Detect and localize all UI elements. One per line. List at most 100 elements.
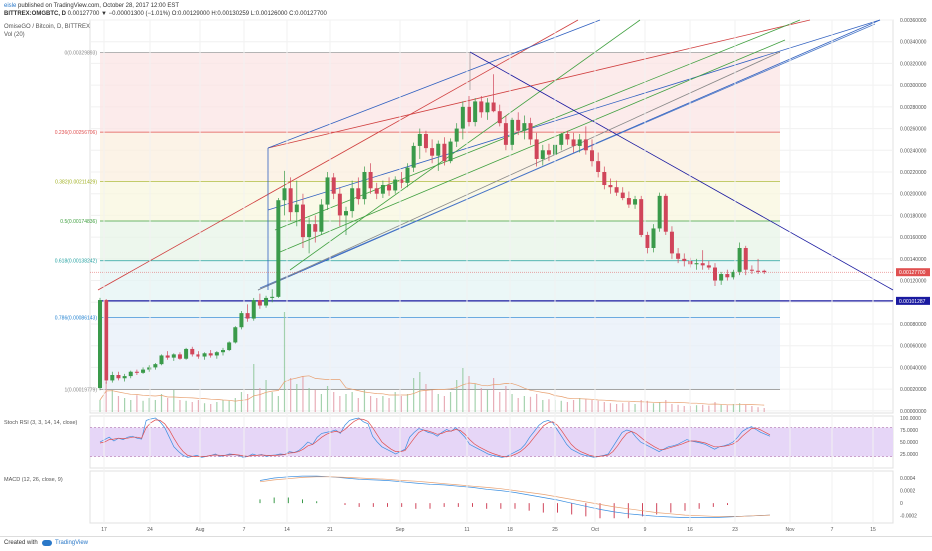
stoch-band bbox=[90, 427, 893, 457]
candle bbox=[307, 217, 312, 254]
candle-body bbox=[300, 204, 305, 238]
candle-body bbox=[608, 185, 613, 188]
candle bbox=[319, 199, 324, 235]
volume-bar bbox=[622, 403, 624, 412]
candle-body bbox=[626, 198, 631, 205]
volume-bar bbox=[234, 398, 236, 412]
candle-body bbox=[270, 296, 275, 298]
candle-body bbox=[565, 133, 570, 140]
price-tick-label: 0.00280000 bbox=[900, 105, 927, 111]
candle-body bbox=[122, 376, 127, 379]
candle-body bbox=[651, 228, 656, 248]
candle-body bbox=[430, 148, 435, 156]
candle bbox=[651, 224, 656, 253]
candle bbox=[620, 187, 625, 201]
volume-bar bbox=[277, 396, 279, 412]
volume-bar bbox=[413, 378, 415, 412]
candle bbox=[571, 132, 576, 153]
macd-tick-label: 0.0004 bbox=[900, 476, 916, 482]
publisher-user[interactable]: eisle bbox=[4, 3, 17, 9]
candle bbox=[756, 258, 761, 275]
candle bbox=[497, 104, 502, 127]
candle bbox=[430, 139, 435, 164]
candle bbox=[473, 98, 478, 127]
volume-bar bbox=[665, 400, 667, 412]
x-tick-label: 23 bbox=[732, 527, 738, 533]
volume-bar bbox=[603, 402, 605, 412]
candle-body bbox=[337, 193, 342, 216]
candle-body bbox=[221, 350, 225, 353]
volume-bar bbox=[99, 400, 101, 412]
volume-bar bbox=[517, 398, 519, 412]
price-tick-label: 0.00220000 bbox=[900, 170, 927, 176]
fib-level-label: 0.382(0.00211429) bbox=[55, 179, 97, 185]
volume-bar bbox=[185, 400, 187, 412]
candle-body bbox=[497, 111, 502, 124]
created-with-text: Created with bbox=[4, 540, 38, 546]
stoch-tick-label: 50.0000 bbox=[900, 440, 918, 446]
candle-body bbox=[380, 185, 385, 194]
candle-body bbox=[473, 101, 478, 123]
candle-body bbox=[325, 177, 330, 205]
candle-body bbox=[479, 101, 484, 113]
volume-bar bbox=[136, 395, 138, 412]
volume-bar bbox=[216, 402, 218, 412]
x-tick-label: 15 bbox=[870, 527, 876, 533]
candle-body bbox=[116, 375, 121, 379]
candle-body bbox=[596, 161, 601, 172]
candle-body bbox=[485, 102, 490, 113]
candle-body bbox=[128, 371, 133, 377]
fib-level-label: 0.236(0.00256706) bbox=[55, 130, 98, 136]
volume-bar bbox=[203, 403, 206, 412]
candle bbox=[682, 253, 687, 267]
candle bbox=[331, 173, 336, 200]
volume-bar bbox=[124, 398, 126, 412]
volume-bar bbox=[566, 402, 568, 412]
candle-body bbox=[294, 204, 299, 213]
candle-body bbox=[423, 133, 428, 149]
volume-bar bbox=[739, 403, 741, 412]
candle bbox=[608, 178, 613, 194]
volume-bar bbox=[363, 390, 366, 412]
support-price-label: 0.00101287 bbox=[899, 299, 926, 305]
tradingview-brand[interactable]: TradingView bbox=[55, 540, 89, 546]
candle bbox=[602, 166, 607, 190]
candle-body bbox=[214, 352, 219, 356]
volume-bar bbox=[560, 400, 562, 412]
volume-bar bbox=[529, 396, 532, 412]
candle-body bbox=[448, 141, 453, 162]
candle bbox=[762, 269, 767, 275]
candle bbox=[669, 226, 674, 259]
stoch-tick-label: 100.0000 bbox=[900, 416, 921, 422]
candle bbox=[147, 365, 152, 372]
candle-body bbox=[725, 274, 730, 278]
fib-level-label: 0.786(0.00086143) bbox=[55, 315, 98, 321]
chart-title: OmiseGO / Bitcoin, D, BITTREX bbox=[4, 24, 91, 30]
candle bbox=[510, 117, 515, 151]
current-price-box bbox=[896, 268, 930, 277]
candle bbox=[374, 182, 379, 200]
candle bbox=[676, 247, 681, 264]
price-chart[interactable]: 0.00360000 0.00340000 0.00320000 0.00300000… bbox=[0, 0, 932, 536]
volume-bar bbox=[542, 400, 544, 412]
volume-bar bbox=[357, 398, 359, 412]
candle bbox=[294, 180, 299, 227]
candle-body bbox=[676, 253, 681, 259]
fib-level-label: 0(0.00329893) bbox=[64, 51, 97, 57]
trend-line bbox=[97, 19, 579, 291]
candle bbox=[362, 166, 367, 205]
volume-bar bbox=[283, 312, 286, 412]
candle bbox=[177, 352, 182, 360]
volume-bar bbox=[683, 406, 685, 412]
candle-body bbox=[368, 171, 373, 189]
candle bbox=[134, 369, 139, 376]
candle bbox=[387, 177, 392, 196]
candle-body bbox=[460, 106, 465, 129]
candle-body bbox=[362, 171, 367, 200]
candle bbox=[196, 351, 201, 359]
volume-bar bbox=[370, 396, 372, 412]
candle bbox=[233, 326, 238, 344]
volume-bar bbox=[591, 400, 593, 412]
candle-body bbox=[749, 269, 754, 271]
volume-bar bbox=[505, 386, 507, 412]
